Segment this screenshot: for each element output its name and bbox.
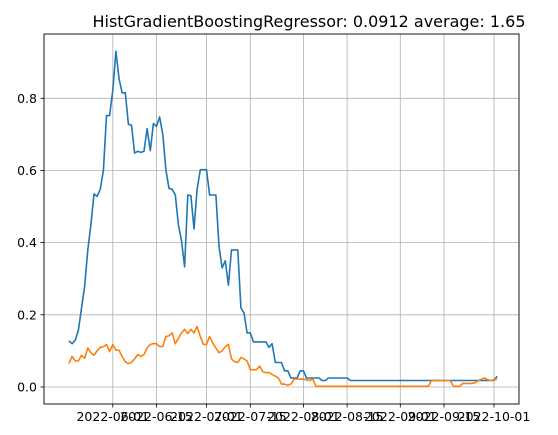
x-tick-label: 2022-08-01 [267,409,340,424]
y-tick-label: 0.8 [17,91,37,106]
series-layer [68,50,498,388]
chart-title: HistGradientBoostingRegressor: 0.0912 av… [92,12,525,31]
x-tick-label: 2022-09-01 [364,409,437,424]
x-tick-label: 2022-08-15 [311,409,384,424]
y-tick-label: 0.4 [17,235,37,250]
x-axis: 2022-06-012022-06-152022-07-012022-07-15… [76,404,530,424]
plot-frame [43,33,520,405]
x-tick-label: 2022-07-01 [170,409,243,424]
series-line-1 [68,50,498,382]
grid [44,34,519,404]
y-tick-label: 0.2 [17,307,37,322]
y-tick-label: 0.6 [17,163,37,178]
x-tick-label: 2022-06-15 [120,409,193,424]
x-tick-label: 2022-06-01 [76,409,149,424]
y-tick-label: 0.0 [17,380,37,395]
y-axis: 0.0 0.2 0.4 0.6 0.8 [17,91,44,395]
x-tick-label: 2022-10-01 [458,409,531,424]
x-tick-label: 2022-09-15 [408,409,481,424]
x-tick-label: 2022-07-15 [214,409,287,424]
series-line-2 [68,325,498,388]
